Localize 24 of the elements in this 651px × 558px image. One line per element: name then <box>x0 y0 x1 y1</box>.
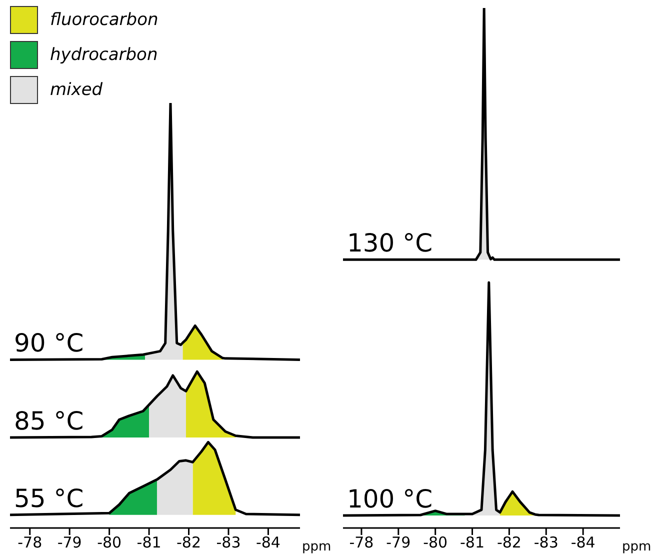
annotation: 130 °C <box>347 228 433 258</box>
x-tick-label: -80 <box>423 534 448 552</box>
annotation: 90 °C <box>14 328 84 358</box>
x-tick-label: -78 <box>349 534 374 552</box>
x-tick-label: -80 <box>97 534 122 552</box>
x-tick-label: -84 <box>256 534 280 552</box>
x-tick-label: -83 <box>534 534 558 552</box>
x-tick-label: -82 <box>496 534 522 552</box>
legend-label: fluorocarbon <box>50 10 158 30</box>
legend-label: hydrocarbon <box>50 44 158 64</box>
legend-label: mixed <box>50 80 103 100</box>
x-tick-label: -84 <box>570 534 596 552</box>
x-axis-title: ppm <box>302 540 332 555</box>
x-tick-label: -79 <box>57 534 82 552</box>
x-axis-title: ppm <box>622 540 651 555</box>
x-tick-label: -81 <box>460 534 485 552</box>
x-tick-label: -83 <box>216 534 241 552</box>
annotation: 55 °C <box>14 484 84 513</box>
x-tick-label: -82 <box>176 534 202 552</box>
x-tick-label: -79 <box>386 534 411 552</box>
x-tick-label: -81 <box>136 534 162 552</box>
annotation: 100 °C <box>347 484 433 514</box>
x-tick-label: -78 <box>18 534 42 552</box>
annotation: 85 °C <box>14 406 84 436</box>
